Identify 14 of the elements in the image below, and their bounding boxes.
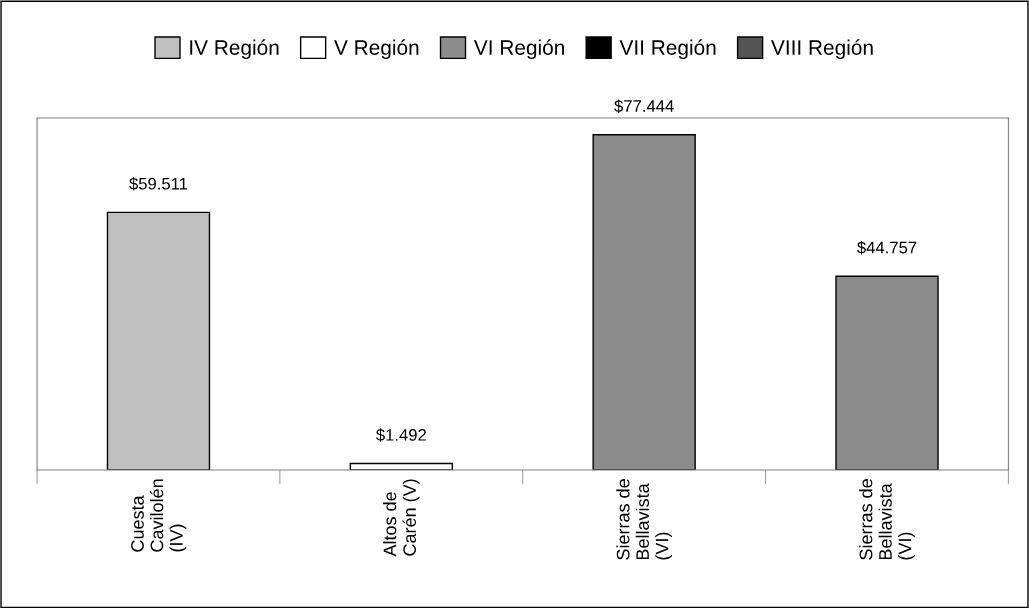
legend-label: VIII Región <box>771 39 873 60</box>
x-tick-label: Sierras de Bellavista (VI) <box>859 479 915 560</box>
legend-label: IV Región <box>190 39 279 60</box>
x-tick-label: Sierras de Bellavista (VI) <box>616 479 673 560</box>
data-label: $77.444 <box>614 99 674 113</box>
x-tick-label: Cuesta Cavilolén (IV) <box>131 479 187 552</box>
legend-label: V Región <box>334 39 419 60</box>
legend-label: VI Región <box>473 39 564 60</box>
data-label: $44.757 <box>857 240 917 255</box>
bar <box>106 211 211 470</box>
x-tick-label: Altos de Carén (V) <box>383 479 420 557</box>
data-label: $1.492 <box>376 428 426 442</box>
legend-label: VII Región <box>619 39 716 60</box>
data-label: $59.511 <box>129 177 188 191</box>
